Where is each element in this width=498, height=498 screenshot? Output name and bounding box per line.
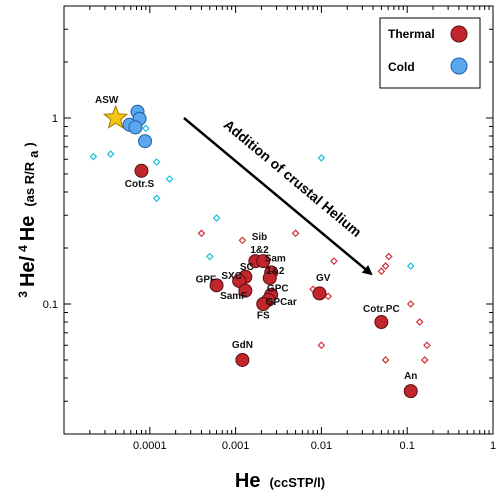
thermal-point [256,296,271,311]
data-points [102,104,418,399]
y-axis-title-iso-b: 4 [16,245,30,252]
thermal-point [262,270,277,285]
cold-diamond-marker [89,152,98,161]
legend-thermal-label: Thermal [388,27,435,41]
group-label: Sib [252,232,268,243]
thermal-diamond-marker [291,229,300,238]
thermal-point [238,283,253,298]
group-label: GV [316,273,331,284]
group-label: 1&2 [250,245,269,256]
thermal-point [256,254,271,269]
y-axis-title-units-close: ) [22,142,37,146]
y-axis-title-units-open: (as R/R [22,161,37,206]
thermal-point-label: Cotr.S [125,179,155,190]
point-labels: ASWCotr.SCotr.PCGdNAnSib1&2Sam1&2SCSXCGP… [95,95,417,382]
group-label: FS [257,310,270,321]
cold-diamond-marker [205,252,214,261]
x-tick-label: 1 [490,440,496,452]
legend-thermal-marker [450,25,468,43]
cold-diamond-marker [406,262,415,270]
thermal-point-label: GdN [232,340,253,351]
thermal-point [134,163,149,178]
cold-point [128,120,143,135]
thermal-diamond-marker [384,252,393,261]
group-label: SXC [221,271,242,282]
thermal-point-label: Cotr.PC [363,304,400,315]
thermal-diamond-marker [423,341,431,350]
svg-text:3 He/ 4 He: 3 He/ 4 He (as R/R a ) [14,142,42,297]
svg-text:He (ccSTP/l): He (ccSTP/l) [235,470,325,492]
thermal-diamond-marker [197,229,206,238]
x-tick-label: 0.0001 [133,440,167,452]
cold-diamond-marker [212,214,221,222]
x-axis-title-units: (ccSTP/l) [269,475,325,490]
cold-diamond-marker [106,150,115,158]
x-axis-title-main: He [235,470,261,492]
group-label: 1&2 [266,266,285,277]
cold-diamond-marker [142,124,150,133]
thermal-diamond-marker [415,318,424,326]
thermal-diamond-marker [238,236,247,245]
thermal-point [374,315,389,330]
cold-diamond-marker [152,194,161,203]
group-label: GPF [196,275,217,286]
y-axis-title: 3 He/ 4 He (as R/R a ) [14,142,42,297]
x-tick-label: 0.1 [400,440,415,452]
asw-label: ASW [95,95,119,106]
thermal-diamond-marker [406,300,415,308]
group-label: SamF [220,291,247,302]
x-tick-label: 0.001 [222,440,250,452]
group-label: Sam [265,253,286,264]
thermal-diamond-marker [381,356,390,364]
thermal-diamond-marker [317,341,326,350]
cold-diamond-marker [317,154,326,162]
thermal-point [209,278,224,293]
legend: Thermal Cold [379,17,481,89]
x-axis-title: He (ccSTP/l) [235,470,325,492]
group-label: GPCar [266,297,297,308]
cold-point [138,134,153,149]
y-tick-label: 0.1 [43,299,58,311]
x-tick-label: 0.01 [311,440,332,452]
thermal-point [403,384,418,399]
thermal-diamond-marker [381,262,390,270]
y-axis-title-he-b: He [17,216,39,242]
group-label: GPC [267,283,289,294]
y-axis-title-units-sub: a [26,150,41,158]
group-label: SC [240,262,254,273]
thermal-diamond-marker [420,356,429,364]
thermal-diamond-marker [330,257,338,265]
asw-star-marker [102,104,129,129]
thermal-diamond-marker [377,267,386,276]
arrow-line [183,117,373,276]
legend-cold-marker [450,57,468,75]
y-tick-label: 1 [52,113,58,125]
thermal-point [312,286,327,301]
cold-diamond-marker [165,175,174,183]
thermal-point-label: An [404,371,417,382]
thermal-point [235,352,250,367]
y-axis-title-he-a: He/ [17,255,39,287]
cold-diamond-marker [152,158,161,166]
axis-ticks: 0.0001 0.001 0.01 0.1 1 0.1 1 [43,5,496,452]
legend-cold-label: Cold [388,60,415,74]
y-axis-title-iso-a: 3 [16,291,30,298]
